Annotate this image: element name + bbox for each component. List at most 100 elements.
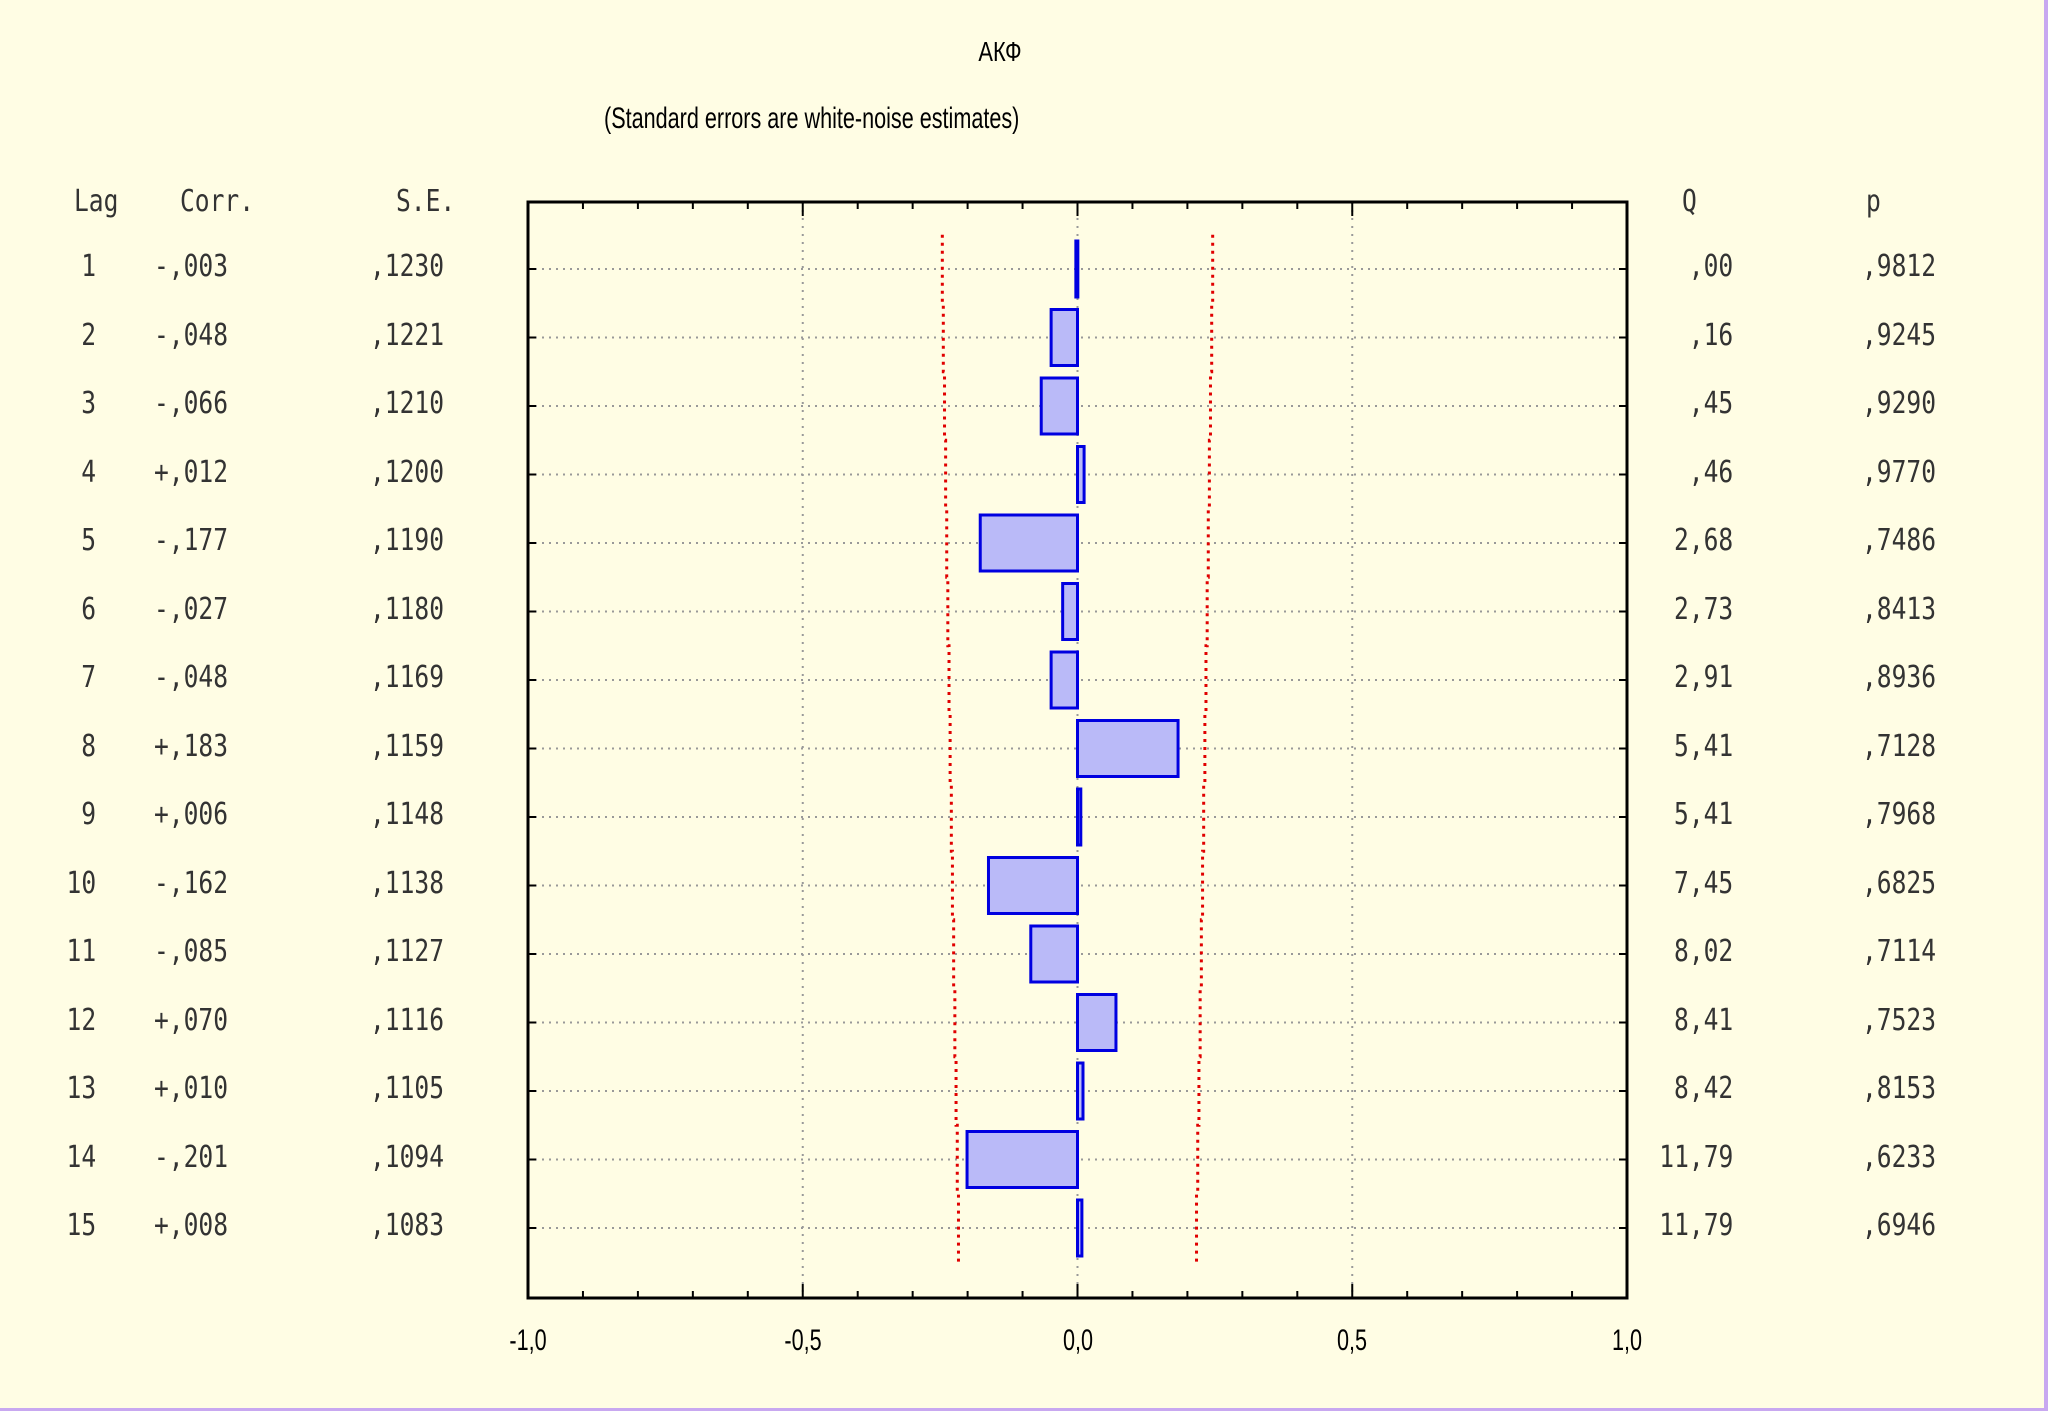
cell-corr: -,085 — [154, 934, 229, 969]
cell-lag: 15 — [66, 1208, 96, 1243]
cell-p: ,7486 — [1862, 523, 1937, 558]
cell-q: 8,02 — [1673, 934, 1733, 969]
cell-corr: +,183 — [154, 728, 229, 764]
cell-corr: -,027 — [154, 591, 229, 627]
cell-lag: 14 — [66, 1139, 96, 1175]
acf-bar-lag-13 — [1076, 1061, 1085, 1121]
x-tick-label: -1,0 — [509, 1324, 547, 1357]
cell-lag: 3 — [81, 386, 96, 421]
cell-lag: 1 — [81, 249, 96, 284]
cell-corr: -,201 — [154, 1139, 229, 1175]
cell-lag: 11 — [66, 934, 96, 969]
cell-lag: 5 — [81, 523, 96, 558]
header-p: p — [1866, 184, 1881, 219]
cell-q: 5,41 — [1673, 728, 1733, 764]
window-edge-right — [2044, 0, 2048, 1411]
cell-se: ,1105 — [370, 1071, 445, 1106]
cell-p: ,8413 — [1862, 591, 1937, 627]
header-q: Q — [1682, 184, 1697, 219]
x-tick-label: 0,0 — [1062, 1324, 1093, 1357]
acf-bar-lag-12 — [1076, 993, 1118, 1052]
cell-se: ,1127 — [370, 934, 445, 969]
cell-se: ,1094 — [370, 1139, 445, 1175]
cell-q: 8,42 — [1673, 1071, 1733, 1106]
cell-se: ,1138 — [370, 865, 445, 901]
cell-p: ,6233 — [1862, 1139, 1937, 1175]
cell-p: ,9770 — [1862, 454, 1937, 490]
cell-p: ,7114 — [1862, 934, 1937, 969]
cell-p: ,6946 — [1862, 1208, 1937, 1243]
acf-bar-lag-14 — [965, 1130, 1079, 1189]
cell-lag: 12 — [66, 1002, 96, 1038]
cell-p: ,9290 — [1862, 386, 1937, 421]
cell-corr: +,010 — [154, 1071, 229, 1106]
cell-q: ,00 — [1688, 249, 1733, 284]
acf-bar-lag-11 — [1029, 924, 1079, 984]
cell-q: 2,73 — [1673, 591, 1733, 627]
acf-bar-lag-6 — [1061, 582, 1079, 641]
cell-lag: 8 — [81, 728, 96, 764]
cell-lag: 9 — [81, 797, 96, 832]
cell-q: 7,45 — [1673, 865, 1733, 901]
x-tick-label: -0,5 — [784, 1324, 822, 1357]
cell-q: 2,68 — [1673, 523, 1733, 558]
cell-corr: -,003 — [154, 249, 229, 284]
cell-p: ,8153 — [1862, 1071, 1937, 1106]
cell-lag: 4 — [81, 454, 96, 490]
cell-p: ,7968 — [1862, 797, 1937, 832]
cell-p: ,7128 — [1862, 728, 1937, 764]
x-tick-label: 0,5 — [1337, 1324, 1368, 1357]
acf-bar-lag-5 — [978, 513, 1080, 573]
header-se: S.E. — [396, 184, 456, 219]
cell-se: ,1169 — [370, 660, 445, 695]
cell-corr: -,162 — [154, 865, 229, 901]
cell-p: ,9245 — [1862, 317, 1937, 353]
cell-se: ,1159 — [370, 728, 445, 764]
chart-title: АКФ — [978, 36, 1022, 67]
cell-se: ,1148 — [370, 797, 445, 832]
acf-bar-lag-9 — [1076, 787, 1083, 847]
cell-q: 5,41 — [1673, 797, 1733, 832]
cell-p: ,6825 — [1862, 865, 1937, 901]
cell-corr: +,006 — [154, 797, 229, 832]
x-tick-label: 1,0 — [1611, 1324, 1643, 1357]
cell-corr: +,070 — [154, 1002, 229, 1038]
cell-lag: 6 — [81, 591, 96, 627]
acf-bar-lag-1 — [1074, 239, 1080, 299]
acf-bar-lag-2 — [1049, 308, 1080, 367]
confidence-limit-upper — [1195, 234, 1215, 1263]
cell-q: 11,79 — [1658, 1208, 1733, 1243]
cell-se: ,1200 — [370, 454, 445, 490]
header-corr: Corr. — [180, 184, 255, 219]
cell-corr: -,066 — [154, 386, 229, 421]
cell-corr: +,008 — [154, 1208, 229, 1243]
cell-q: 2,91 — [1673, 660, 1733, 695]
acf-bar-lag-4 — [1076, 445, 1086, 504]
cell-p: ,8936 — [1862, 660, 1937, 695]
window-edge-bottom — [0, 1408, 2048, 1411]
cell-se: ,1210 — [370, 386, 445, 421]
cell-q: ,46 — [1688, 454, 1733, 490]
cell-se: ,1180 — [370, 591, 445, 627]
cell-lag: 7 — [81, 660, 96, 695]
cell-lag: 10 — [66, 865, 96, 901]
cell-q: ,16 — [1688, 317, 1733, 353]
cell-se: ,1116 — [370, 1002, 445, 1038]
chart-subtitle: (Standard errors are white-noise estimat… — [604, 102, 1020, 135]
header-lag: Lag — [74, 184, 119, 219]
acf-bar-lag-7 — [1049, 650, 1080, 710]
cell-corr: -,048 — [154, 660, 229, 695]
cell-lag: 13 — [66, 1071, 96, 1106]
acf-bar-lag-8 — [1076, 719, 1180, 778]
cell-se: ,1190 — [370, 523, 445, 558]
cell-q: ,45 — [1688, 386, 1733, 421]
cell-corr: -,048 — [154, 317, 229, 353]
cell-corr: -,177 — [154, 523, 229, 558]
cell-q: 8,41 — [1673, 1002, 1733, 1038]
confidence-limit-lower — [940, 234, 960, 1263]
cell-p: ,7523 — [1862, 1002, 1937, 1038]
cell-se: ,1083 — [370, 1208, 445, 1243]
acf-bar-lag-3 — [1039, 376, 1080, 436]
